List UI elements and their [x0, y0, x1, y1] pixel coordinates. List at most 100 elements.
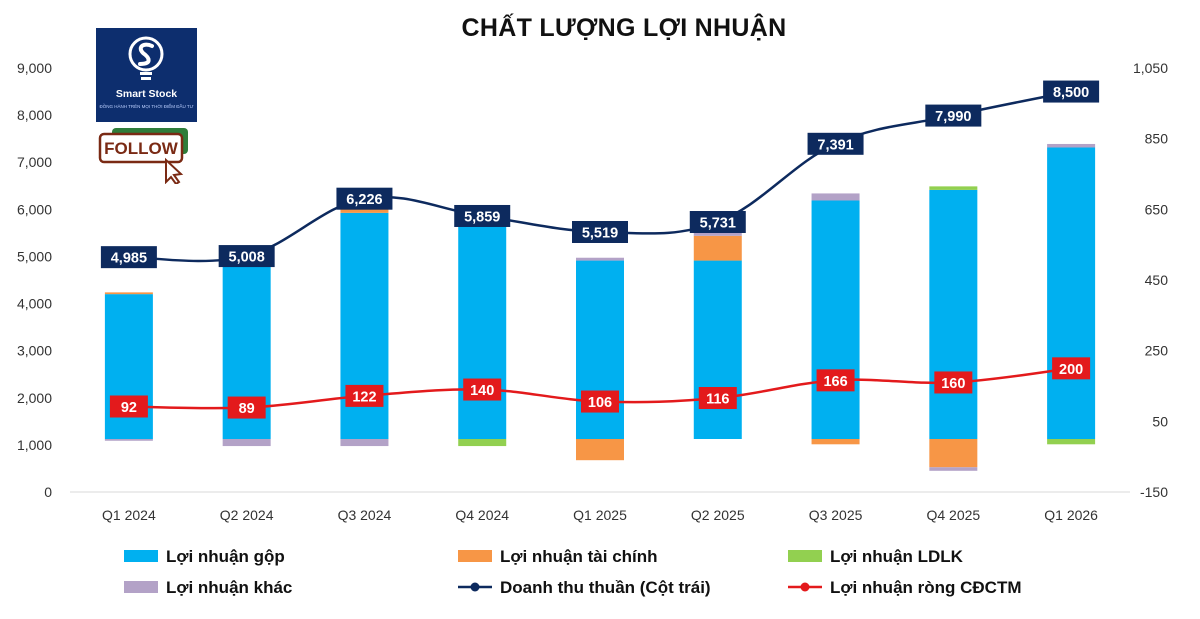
right-tick-label: 50 — [1152, 413, 1168, 429]
legend-swatch — [788, 550, 822, 562]
data-label-box — [454, 204, 511, 227]
data-label-box — [218, 245, 275, 268]
data-label-box — [463, 378, 502, 401]
bar — [458, 216, 507, 439]
bar — [929, 189, 978, 439]
legend-label: Lợi nhuận LDLK — [830, 547, 964, 566]
legend-marker — [800, 582, 810, 592]
bar — [1047, 143, 1096, 148]
logo-name: Smart Stock — [115, 88, 178, 100]
bar — [693, 260, 742, 439]
data-label: 122 — [352, 389, 376, 405]
left-tick-label: 8,000 — [17, 107, 52, 123]
legend-label: Lợi nhuận tài chính — [500, 547, 658, 566]
follow-button[interactable]: FOLLOW — [98, 128, 190, 184]
x-tick-label: Q4 2024 — [455, 507, 509, 523]
data-label-box — [100, 246, 157, 269]
data-label: 5,519 — [582, 225, 618, 241]
data-label-box — [1052, 357, 1091, 380]
x-tick-label: Q3 2024 — [338, 507, 392, 523]
data-label-box — [698, 387, 737, 410]
bar — [929, 439, 978, 468]
data-label: 166 — [823, 374, 847, 390]
left-tick-label: 5,000 — [17, 248, 52, 264]
legend-item: Lợi nhuận tài chính — [458, 547, 658, 566]
bar — [340, 439, 389, 447]
legend-label: Lợi nhuận gộp — [166, 547, 285, 566]
bar — [458, 439, 507, 447]
follow-label: FOLLOW — [104, 139, 179, 158]
right-tick-label: 250 — [1145, 343, 1169, 359]
bar-series-3 — [104, 143, 1096, 471]
data-label: 5,859 — [464, 209, 500, 225]
chart-title: CHẤT LƯỢNG LỢI NHUẬN — [461, 14, 787, 42]
line-series-0: 4,985 5,008 6,226 5,859 5,519 5,731 7,391 7,990… — [100, 80, 1100, 269]
left-tick-label: 7,000 — [17, 154, 52, 170]
data-label: 140 — [470, 383, 494, 399]
data-label-box — [109, 395, 148, 418]
logo-tagline: ĐỒNG HÀNH TRÊN MỌI THỜI ĐIỂM ĐẦU TƯ — [99, 104, 194, 109]
left-tick-label: 4,000 — [17, 296, 52, 312]
data-label: 160 — [941, 376, 965, 392]
x-tick-label: Q1 2024 — [102, 507, 156, 523]
data-label: 200 — [1059, 362, 1083, 378]
x-tick-label: Q1 2025 — [573, 507, 627, 523]
right-tick-label: 1,050 — [1133, 60, 1168, 76]
legend-item: Lợi nhuận gộp — [124, 547, 285, 566]
left-tick-label: 6,000 — [17, 201, 52, 217]
bar — [576, 257, 624, 261]
data-label: 4,985 — [111, 251, 147, 267]
bar — [811, 200, 860, 439]
data-label: 5,731 — [700, 216, 736, 232]
right-tick-label: -150 — [1140, 484, 1168, 500]
data-label-box — [572, 220, 628, 243]
data-label-box — [581, 390, 619, 413]
bar — [693, 235, 742, 261]
bar — [929, 467, 978, 471]
cursor-icon — [165, 157, 184, 184]
data-label-box — [345, 384, 384, 407]
legend-item: Lợi nhuận ròng CĐCTM — [788, 578, 1022, 597]
left-tick-label: 2,000 — [17, 390, 52, 406]
left-tick-label: 0 — [44, 484, 52, 500]
right-tick-label: 850 — [1145, 131, 1169, 147]
data-label-box — [1043, 80, 1100, 103]
data-label-box — [934, 371, 973, 394]
bar — [811, 193, 860, 201]
legend-label: Lợi nhuận khác — [166, 578, 292, 597]
data-label-box — [689, 211, 746, 234]
data-label: 5,008 — [229, 250, 265, 266]
bar — [1047, 147, 1096, 439]
right-tick-label: 450 — [1145, 272, 1169, 288]
legend-label: Lợi nhuận ròng CĐCTM — [830, 578, 1022, 597]
legend-item: Lợi nhuận khác — [124, 578, 292, 597]
left-tick-label: 1,000 — [17, 437, 52, 453]
data-label-box — [807, 132, 864, 155]
data-label: 6,226 — [346, 192, 382, 208]
x-tick-label: Q3 2025 — [809, 507, 863, 523]
x-tick-label: Q2 2024 — [220, 507, 274, 523]
data-label: 92 — [121, 400, 137, 416]
bar — [576, 439, 624, 461]
data-label: 116 — [706, 392, 729, 408]
data-label-box — [336, 187, 393, 210]
data-label: 7,391 — [817, 137, 853, 153]
right-tick-label: 650 — [1145, 201, 1169, 217]
bar — [104, 439, 153, 441]
legend-item: Lợi nhuận LDLK — [788, 547, 964, 566]
data-label: 8,500 — [1053, 85, 1089, 101]
lightbulb-s-icon — [128, 36, 164, 80]
data-label-box — [227, 396, 266, 419]
bar — [222, 439, 271, 447]
left-tick-label: 9,000 — [17, 60, 52, 76]
smart-stock-logo: Smart Stock ĐỒNG HÀNH TRÊN MỌI THỜI ĐIỂM… — [96, 28, 197, 122]
bar — [1047, 439, 1096, 445]
line-series-1: 92 89 122 140 106 116 166 160 200 — [109, 357, 1091, 419]
legend-label: Doanh thu thuần (Cột trái) — [500, 578, 711, 597]
data-label: 89 — [239, 401, 255, 417]
data-label-box — [925, 104, 982, 127]
bar — [104, 292, 153, 295]
x-tick-label: Q1 2026 — [1044, 507, 1098, 523]
